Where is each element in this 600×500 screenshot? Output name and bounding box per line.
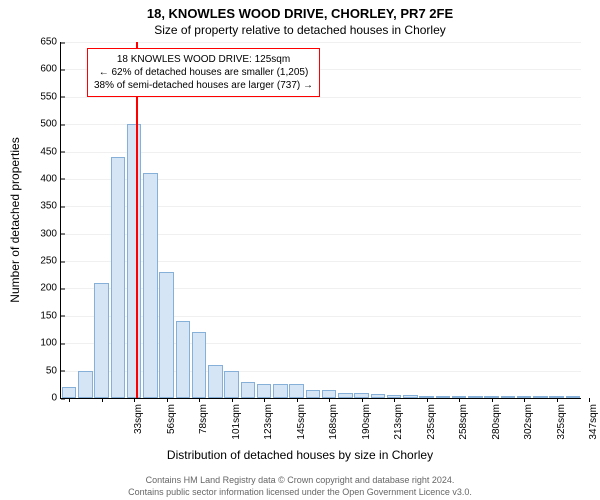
y-tick-label: 650 — [17, 37, 61, 48]
histogram-bar — [306, 390, 321, 398]
histogram-bar — [111, 157, 126, 398]
annotation-l2: ← 62% of detached houses are smaller (1,… — [94, 66, 313, 79]
chart-container: 18, KNOWLES WOOD DRIVE, CHORLEY, PR7 2FE… — [0, 0, 600, 500]
x-tick-mark — [232, 398, 233, 402]
histogram-bar — [533, 396, 548, 398]
x-tick-mark — [459, 398, 460, 402]
x-tick-mark — [394, 398, 395, 402]
x-tick-mark — [199, 398, 200, 402]
x-tick-mark — [427, 398, 428, 402]
annotation-l3: 38% of semi-detached houses are larger (… — [94, 79, 313, 92]
y-tick-label: 100 — [17, 338, 61, 349]
histogram-bar — [403, 395, 418, 398]
plot-area: 0501001502002503003504004505005506006503… — [60, 42, 581, 399]
y-tick-label: 550 — [17, 91, 61, 102]
x-axis-label: Distribution of detached houses by size … — [0, 448, 600, 462]
histogram-bar — [143, 173, 158, 398]
grid-line — [61, 42, 581, 43]
x-tick-mark — [329, 398, 330, 402]
footer-copyright-1: Contains HM Land Registry data © Crown c… — [0, 475, 600, 485]
histogram-bar — [436, 396, 451, 398]
y-tick-label: 450 — [17, 146, 61, 157]
x-tick-mark — [102, 398, 103, 402]
y-tick-label: 400 — [17, 173, 61, 184]
histogram-bar — [371, 394, 386, 398]
x-tick-mark — [557, 398, 558, 402]
x-tick-mark — [264, 398, 265, 402]
y-tick-label: 0 — [17, 393, 61, 404]
y-tick-label: 300 — [17, 228, 61, 239]
histogram-bar — [192, 332, 207, 398]
annotation-box: 18 KNOWLES WOOD DRIVE: 125sqm← 62% of de… — [87, 48, 320, 97]
histogram-bar — [62, 387, 77, 398]
y-tick-label: 50 — [17, 365, 61, 376]
x-tick-mark — [492, 398, 493, 402]
histogram-bar — [322, 390, 337, 398]
histogram-bar — [127, 124, 142, 398]
title-main: 18, KNOWLES WOOD DRIVE, CHORLEY, PR7 2FE — [0, 0, 600, 21]
footer-copyright-2: Contains public sector information licen… — [0, 487, 600, 497]
x-tick-mark — [297, 398, 298, 402]
histogram-bar — [224, 371, 239, 398]
y-tick-label: 600 — [17, 64, 61, 75]
histogram-bar — [94, 283, 109, 398]
x-tick-mark — [134, 398, 135, 402]
x-tick-mark — [362, 398, 363, 402]
y-tick-label: 200 — [17, 283, 61, 294]
y-tick-label: 250 — [17, 256, 61, 267]
histogram-bar — [78, 371, 93, 398]
histogram-bar — [208, 365, 223, 398]
histogram-bar — [241, 382, 256, 398]
histogram-bar — [159, 272, 174, 398]
x-tick-mark — [69, 398, 70, 402]
histogram-bar — [501, 396, 516, 398]
histogram-bar — [289, 384, 304, 398]
y-tick-label: 150 — [17, 310, 61, 321]
histogram-bar — [257, 384, 272, 398]
annotation-l1: 18 KNOWLES WOOD DRIVE: 125sqm — [94, 53, 313, 66]
y-tick-label: 500 — [17, 119, 61, 130]
y-tick-label: 350 — [17, 201, 61, 212]
x-tick-mark — [589, 398, 590, 402]
y-axis-label: Number of detached properties — [8, 137, 22, 302]
histogram-bar — [468, 396, 483, 398]
x-tick-mark — [167, 398, 168, 402]
histogram-bar — [273, 384, 288, 398]
x-tick-mark — [524, 398, 525, 402]
histogram-bar — [566, 396, 581, 398]
histogram-bar — [338, 393, 353, 398]
title-sub: Size of property relative to detached ho… — [0, 21, 600, 37]
histogram-bar — [176, 321, 191, 398]
